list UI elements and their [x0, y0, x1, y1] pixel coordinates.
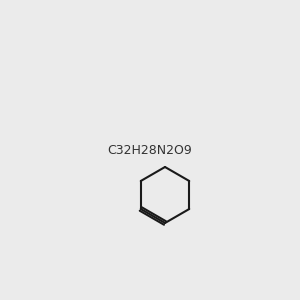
Text: C32H28N2O9: C32H28N2O9 — [108, 143, 192, 157]
